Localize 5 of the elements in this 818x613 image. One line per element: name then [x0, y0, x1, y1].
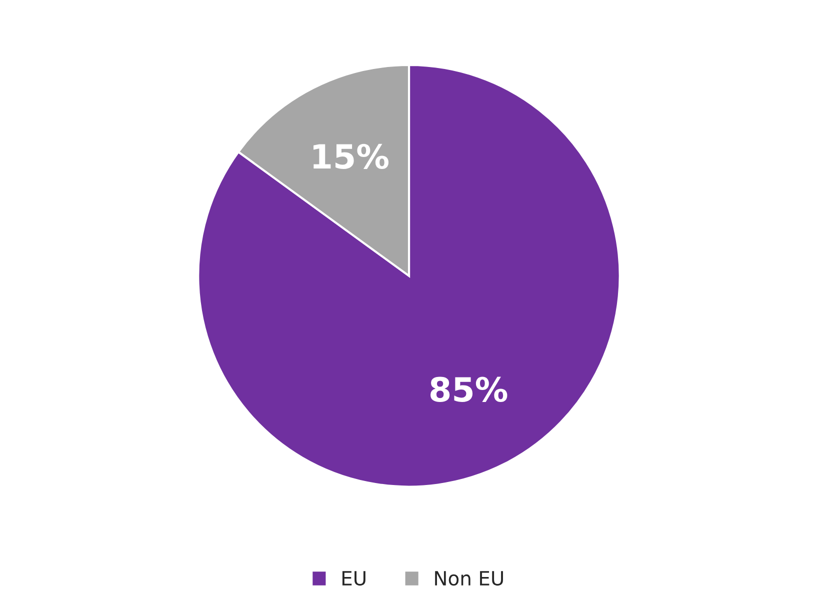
legend-label: EU [342, 571, 366, 586]
data-label: 15% [314, 144, 388, 170]
legend-label: Non EU [435, 571, 503, 586]
data-label: 85% [430, 376, 508, 402]
pie-slice [197, 64, 621, 488]
